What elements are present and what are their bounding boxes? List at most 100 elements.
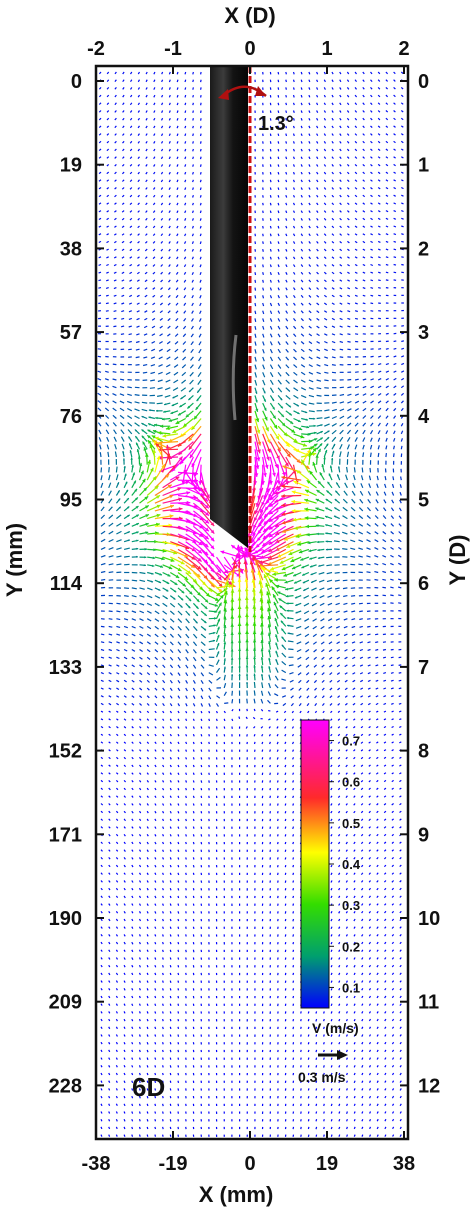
velocity-vector <box>262 691 263 696</box>
velocity-vector <box>178 942 179 944</box>
velocity-vector <box>332 188 334 190</box>
velocity-vector <box>161 164 162 166</box>
velocity-vector <box>193 850 194 852</box>
velocity-vector <box>161 157 162 159</box>
velocity-vector <box>124 780 126 782</box>
velocity-vector <box>193 719 194 721</box>
velocity-vector <box>378 453 379 457</box>
velocity-vector <box>107 95 109 97</box>
velocity-vector-head <box>252 597 256 601</box>
velocity-vector <box>150 380 155 381</box>
velocity-vector <box>109 634 112 635</box>
velocity-vector <box>332 226 334 228</box>
velocity-vector <box>163 680 165 683</box>
velocity-vector <box>331 881 332 883</box>
velocity-vector <box>286 372 289 376</box>
velocity-vector <box>155 973 156 975</box>
velocity-vector <box>109 942 110 944</box>
velocity-vector <box>278 804 279 806</box>
velocity-vector <box>131 87 132 89</box>
velocity-vector <box>286 303 288 306</box>
velocity-vector <box>369 765 371 766</box>
velocity-vector <box>292 711 293 713</box>
velocity-vector <box>147 873 148 875</box>
velocity-vector <box>193 103 194 105</box>
velocity-vector <box>201 696 203 699</box>
velocity-vector <box>124 765 126 767</box>
velocity-vector <box>297 657 301 659</box>
velocity-vector <box>401 218 403 219</box>
velocity-vector <box>339 958 340 960</box>
velocity-vector <box>122 203 124 205</box>
velocity-vector <box>122 218 124 220</box>
velocity-vector <box>401 348 404 349</box>
velocity-vector <box>384 696 386 697</box>
velocity-vector <box>286 318 288 321</box>
velocity-vector <box>386 226 388 227</box>
velocity-vector <box>185 87 186 89</box>
velocity-vector <box>169 203 170 205</box>
velocity-vector <box>354 934 355 936</box>
velocity-vector <box>332 318 335 319</box>
velocity-vector <box>278 773 279 775</box>
velocity-vector <box>186 827 187 829</box>
velocity-vector <box>154 118 155 120</box>
velocity-vector <box>163 780 164 782</box>
velocity-vector <box>124 834 125 836</box>
velocity-vector <box>278 857 279 859</box>
velocity-vector <box>169 134 170 136</box>
velocity-vector <box>136 334 139 335</box>
velocity-vector <box>201 881 202 883</box>
velocity-vector <box>270 180 271 182</box>
velocity-vector <box>270 326 272 329</box>
velocity-vector <box>132 950 133 952</box>
velocity-vector <box>371 401 374 403</box>
velocity-vector <box>155 619 159 622</box>
velocity-vector <box>386 195 388 196</box>
velocity-vector <box>340 249 342 251</box>
velocity-vector <box>262 734 263 736</box>
velocity-vector <box>263 195 264 197</box>
velocity-vector <box>160 303 162 305</box>
velocity-vector <box>186 965 187 967</box>
velocity-vector <box>129 311 132 312</box>
velocity-vector <box>263 303 264 306</box>
velocity-vector <box>147 834 148 836</box>
velocity-vector <box>113 386 117 387</box>
velocity-vector <box>340 395 344 396</box>
velocity-vector <box>289 673 293 674</box>
velocity-vector <box>347 87 348 89</box>
velocity-vector <box>375 642 378 643</box>
velocity-vector <box>109 973 110 975</box>
velocity-vector <box>340 444 342 449</box>
velocity-vector <box>146 141 147 143</box>
velocity-vector <box>146 180 148 182</box>
velocity-vector <box>355 303 358 304</box>
velocity-vector <box>317 126 318 128</box>
velocity-vector <box>331 711 333 713</box>
velocity-vector <box>391 673 394 674</box>
velocity-vector <box>147 626 151 628</box>
velocity-vector <box>361 703 363 705</box>
velocity-vector <box>369 734 371 735</box>
velocity-vector <box>255 272 256 275</box>
velocity-vector <box>382 579 386 580</box>
velocity-vector <box>201 827 202 829</box>
velocity-vector <box>347 452 348 457</box>
velocity-vector <box>169 257 171 259</box>
velocity-vector <box>353 673 356 675</box>
velocity-vector <box>115 95 117 97</box>
velocity-vector <box>294 203 295 205</box>
velocity-vector <box>293 965 294 967</box>
velocity-vector <box>186 865 187 867</box>
velocity-vector-head <box>238 640 241 643</box>
velocity-vector <box>123 95 124 97</box>
velocity-vector <box>278 796 279 798</box>
velocity-vector <box>138 218 140 220</box>
velocity-vector <box>314 657 317 659</box>
velocity-vector <box>185 157 186 159</box>
velocity-vector-head <box>245 639 249 642</box>
velocity-vector <box>384 850 386 852</box>
velocity-vector <box>359 619 363 620</box>
velocity-vector <box>312 603 317 606</box>
